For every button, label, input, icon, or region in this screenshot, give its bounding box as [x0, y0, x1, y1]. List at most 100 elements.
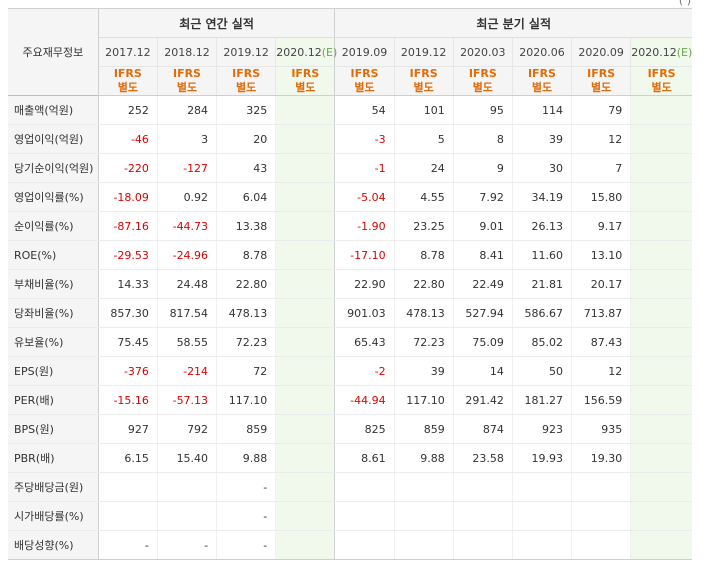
value-cell	[511, 530, 572, 560]
annual-group-header: 최근 연간 실적	[98, 8, 336, 38]
value-cell: -376	[98, 356, 158, 386]
value-cell: 817.54	[156, 298, 217, 328]
value-cell: 117.10	[216, 385, 276, 415]
value-cell	[630, 385, 692, 415]
value-cell: -	[98, 530, 158, 560]
statement-type: 별도	[531, 81, 553, 94]
value-cell: 478.13	[216, 298, 276, 328]
row-label: 주당배당금(원)	[8, 472, 99, 502]
value-cell: 11.60	[511, 240, 572, 270]
value-cell: 859	[216, 414, 276, 444]
value-cell: 87.43	[571, 327, 631, 357]
value-cell: -46	[98, 124, 158, 154]
accounting-header-row: IFRS 별도 IFRS 별도 IFRS 별도 IFRS 별도 IFRS 별도 IFRS 별도 IFRS…	[8, 66, 692, 96]
value-cell	[452, 501, 513, 531]
period-header: 2020.12(E)	[630, 37, 692, 67]
period-header: 2020.12(E)	[275, 37, 337, 67]
table-row: 당기순이익(억원) -220 -127 43 -1 24 9 30 7	[8, 153, 692, 183]
value-cell	[156, 472, 217, 502]
value-cell: 34.19	[511, 182, 572, 212]
value-cell: -17.10	[334, 240, 395, 270]
value-cell: 20.17	[571, 269, 631, 299]
value-cell: 19.93	[511, 443, 572, 473]
statement-type: 별도	[651, 81, 672, 94]
value-cell	[630, 269, 692, 299]
value-cell	[630, 501, 692, 531]
value-cell	[393, 501, 454, 531]
value-cell: 26.13	[511, 211, 572, 241]
corner-label: 주요재무정보	[8, 8, 99, 96]
value-cell	[275, 530, 336, 560]
value-cell: 859	[393, 414, 454, 444]
value-cell: 478.13	[393, 298, 454, 328]
value-cell	[334, 472, 395, 502]
accounting-standard: IFRS	[113, 67, 142, 80]
value-cell: -1.90	[334, 211, 395, 241]
financial-summary-table: 주요재무정보 최근 연간 실적 최근 분기 실적 2017.12 2018.12 2…	[8, 8, 692, 560]
table-row: ROE(%) -29.53 -24.96 8.78 -17.10 8.78 8.41 11.6…	[8, 240, 692, 270]
accounting-standard: IFRS	[587, 67, 616, 80]
accounting-standard: IFRS	[172, 67, 201, 80]
value-cell	[571, 501, 631, 531]
accounting-standard-header: IFRS 별도	[334, 66, 395, 96]
value-cell: 9.88	[216, 443, 276, 473]
value-cell: -24.96	[156, 240, 217, 270]
value-cell	[630, 472, 692, 502]
period-label: 2018.12	[164, 45, 210, 59]
value-cell: 54	[334, 95, 395, 125]
group-header-row: 주요재무정보 최근 연간 실적 최근 분기 실적	[8, 8, 692, 96]
value-cell: 14.33	[98, 269, 158, 299]
value-cell: 13.38	[216, 211, 276, 241]
value-cell	[630, 124, 692, 154]
value-cell: -1	[334, 153, 395, 183]
value-cell: -44.94	[334, 385, 395, 415]
row-label: BPS(원)	[8, 414, 99, 444]
top-mark: ( )	[678, 0, 691, 7]
period-header: 2019.12	[216, 37, 276, 67]
value-cell: 6.04	[216, 182, 276, 212]
value-cell: 792	[156, 414, 217, 444]
value-cell	[275, 153, 336, 183]
accounting-standard: IFRS	[291, 67, 320, 80]
period-header: 2019.09	[334, 37, 395, 67]
value-cell	[452, 530, 513, 560]
accounting-standard: IFRS	[350, 67, 379, 80]
accounting-standard: IFRS	[409, 67, 438, 80]
value-cell: 75.45	[98, 327, 158, 357]
value-cell: -29.53	[98, 240, 158, 270]
value-cell: 284	[156, 95, 217, 125]
value-cell: 95	[452, 95, 513, 125]
value-cell: 8.61	[334, 443, 395, 473]
row-label: 부채비율(%)	[8, 269, 99, 299]
table-row: 영업이익(억원) -46 3 20 -3 5 8 39 12	[8, 124, 692, 154]
value-cell: 39	[511, 124, 572, 154]
value-cell: 8.78	[393, 240, 454, 270]
table-row: 순이익률(%) -87.16 -44.73 13.38 -1.90 23.25 9.01 26…	[8, 211, 692, 241]
value-cell	[275, 385, 336, 415]
value-cell: 101	[393, 95, 454, 125]
value-cell: 9.01	[452, 211, 513, 241]
value-cell: 8.78	[216, 240, 276, 270]
value-cell	[275, 240, 336, 270]
row-label: 영업이익(억원)	[8, 124, 99, 154]
value-cell	[275, 327, 336, 357]
value-cell: 15.40	[156, 443, 217, 473]
value-cell: -220	[98, 153, 158, 183]
value-cell: 181.27	[511, 385, 572, 415]
table-row: 시가배당률(%) -	[8, 501, 692, 531]
accounting-standard: IFRS	[647, 67, 676, 80]
period-header: 2020.06	[511, 37, 572, 67]
statement-type: 별도	[413, 81, 434, 94]
value-cell: 156.59	[571, 385, 631, 415]
value-cell: -214	[156, 356, 217, 386]
value-cell: 79	[571, 95, 631, 125]
accounting-standard: IFRS	[232, 67, 261, 80]
accounting-standard-header: IFRS 별도	[511, 66, 572, 96]
value-cell: 23.25	[393, 211, 454, 241]
accounting-standard-header: IFRS 별도	[571, 66, 631, 96]
value-cell	[630, 153, 692, 183]
table-row: PBR(배) 6.15 15.40 9.88 8.61 9.88 23.58 19.93 19.…	[8, 443, 692, 473]
value-cell	[275, 269, 336, 299]
statement-type: 별도	[472, 81, 493, 94]
value-cell: 12	[571, 124, 631, 154]
